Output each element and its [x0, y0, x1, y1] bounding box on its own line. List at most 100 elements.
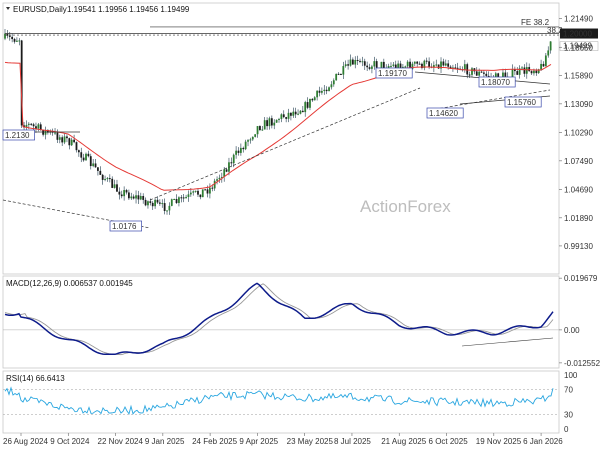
candle-body	[425, 60, 428, 62]
candle-body	[259, 126, 261, 131]
date-tick-label: 9 Jan 2025	[145, 437, 185, 446]
candle-body	[189, 192, 192, 195]
candle-body	[278, 118, 280, 120]
date-tick-label: 6 Oct 2025	[429, 437, 469, 446]
price-annotation-label: 1.15760	[507, 98, 536, 107]
rsi-label: RSI(14) 66.6413	[6, 374, 65, 383]
candle-body	[39, 124, 42, 130]
rsi-tick-label: 70	[564, 386, 573, 395]
candle-body	[361, 61, 364, 63]
candle-body	[154, 199, 157, 207]
candle-body	[547, 50, 550, 56]
candle-body	[292, 111, 295, 116]
candle-body	[77, 150, 80, 153]
macd-trend-line	[461, 337, 554, 347]
candle-body	[494, 73, 497, 80]
candle-body	[101, 174, 104, 180]
candle-body	[254, 134, 257, 137]
candle-body	[239, 147, 242, 153]
candle-body	[249, 139, 252, 141]
candle-body	[311, 98, 314, 101]
date-tick-label: 9 Oct 2024	[50, 437, 90, 446]
candle-body	[135, 195, 137, 199]
candle-body	[13, 39, 16, 42]
candle-body	[406, 61, 409, 67]
candle-body	[32, 124, 35, 127]
price-annotation-label: 1.2130	[5, 131, 30, 140]
candle-body	[342, 66, 345, 75]
candle-body	[58, 137, 61, 140]
candle-body	[6, 33, 9, 36]
candle-body	[466, 64, 469, 75]
candle-body	[182, 197, 185, 199]
candle-body	[442, 61, 445, 66]
candle-body	[373, 61, 376, 67]
price-tick-label: 1.01890	[564, 214, 593, 223]
date-tick-label: 22 Nov 2024	[98, 437, 144, 446]
candle-body	[151, 202, 154, 207]
candle-body	[504, 72, 507, 77]
level-label: FE 38.2	[521, 18, 550, 27]
candle-body	[35, 126, 37, 129]
candle-body	[170, 199, 173, 206]
watermark-text: ActionForex	[360, 197, 451, 216]
candle-body	[332, 80, 335, 85]
candle-body	[197, 190, 199, 195]
candle-body	[340, 73, 342, 75]
candle-body	[454, 67, 457, 69]
macd-signal-line	[4, 283, 554, 356]
candle-body	[356, 59, 359, 61]
candle-body	[347, 64, 349, 66]
candle-body	[323, 89, 326, 91]
level-price-label: 1.20000	[563, 30, 592, 39]
price-tick-label: 1.15890	[564, 71, 593, 80]
candle-body	[20, 40, 23, 126]
candle-body	[27, 123, 30, 125]
candle-body	[483, 72, 485, 74]
candle-body	[363, 61, 366, 66]
candle-body	[344, 64, 347, 67]
macd-panel	[2, 275, 560, 369]
candle-body	[232, 154, 235, 164]
candle-body	[413, 61, 416, 64]
candle-body	[168, 205, 171, 211]
candle-body	[66, 136, 68, 139]
trend-line	[429, 89, 551, 111]
menu-arrow-icon[interactable]	[6, 7, 10, 10]
price-annotation-label: 1.14620	[429, 109, 458, 118]
candle-body	[75, 142, 78, 151]
candle-body	[225, 169, 228, 172]
candle-body	[480, 71, 483, 73]
current-price-box	[559, 41, 599, 51]
candle-body	[423, 60, 426, 69]
candle-body	[316, 90, 319, 98]
candle-body	[185, 197, 187, 199]
price-annotation-label: 1.19170	[378, 69, 407, 78]
candle-body	[537, 69, 540, 74]
candle-body	[261, 129, 264, 131]
series-layer	[4, 29, 554, 415]
candle-body	[282, 114, 285, 118]
candle-body	[163, 203, 166, 211]
candle-body	[132, 196, 135, 199]
candle-body	[392, 64, 395, 66]
candle-body	[37, 124, 40, 129]
candle-body	[528, 67, 531, 72]
candle-body	[44, 129, 47, 135]
candle-body	[80, 152, 83, 158]
level-label: 38.2	[547, 26, 563, 35]
candle-body	[201, 189, 204, 198]
candle-body	[92, 163, 95, 167]
date-tick-label: 24 Feb 2025	[192, 437, 237, 446]
candle-body	[304, 102, 307, 113]
candle-body	[513, 69, 516, 72]
candle-body	[242, 147, 245, 150]
candle-body	[187, 194, 190, 198]
axis-layer: 1.21490 1.18650 1.15890 1.13090 1.10290 1.074…	[3, 14, 600, 446]
candle-body	[104, 179, 106, 181]
candle-body	[525, 67, 528, 74]
candle-body	[247, 140, 249, 142]
date-tick-label: 26 Aug 2024	[3, 437, 48, 446]
